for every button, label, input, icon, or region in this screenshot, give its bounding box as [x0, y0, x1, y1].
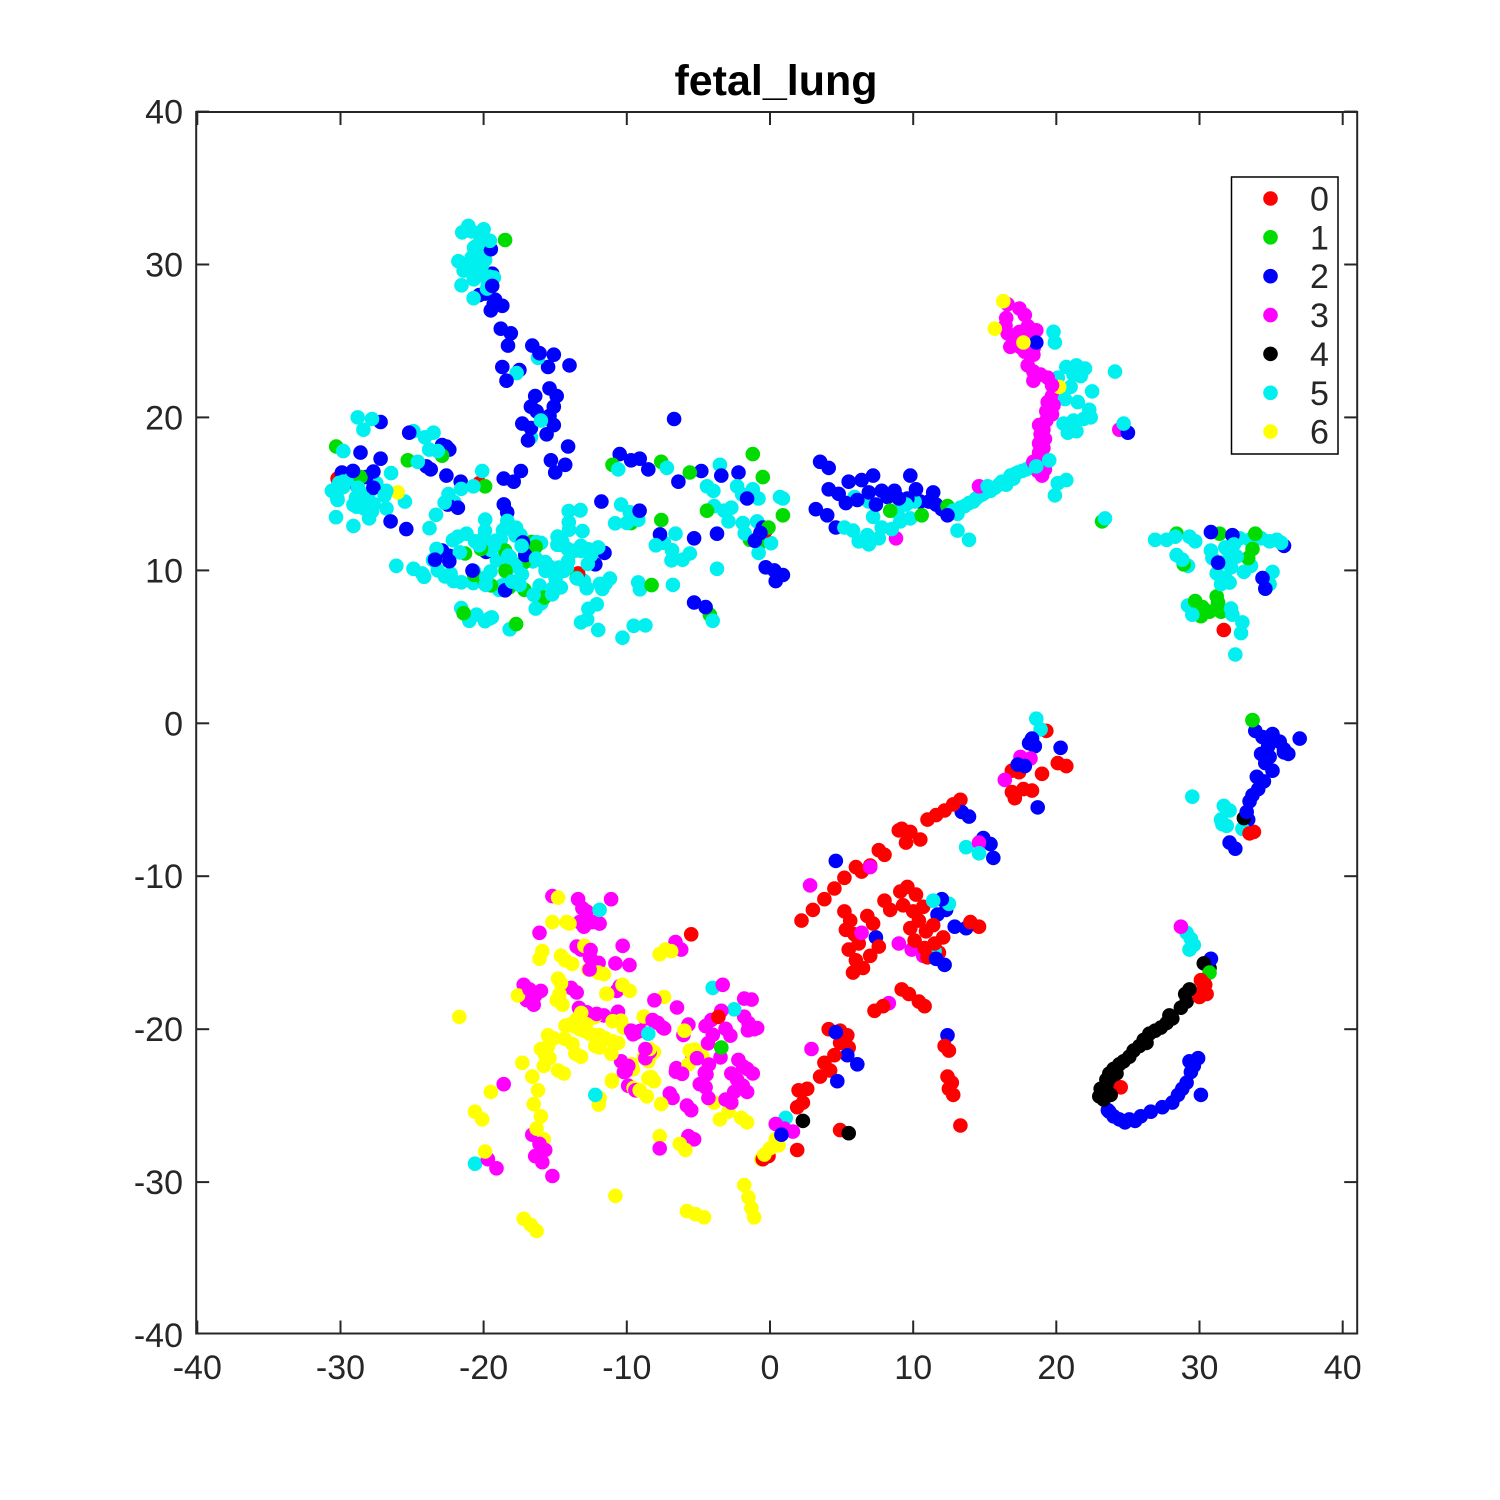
svg-text:-30: -30 [316, 1349, 365, 1387]
svg-text:40: 40 [1324, 1349, 1362, 1387]
svg-text:-10: -10 [134, 858, 183, 896]
svg-text:5: 5 [1310, 375, 1329, 413]
svg-text:10: 10 [894, 1349, 932, 1387]
svg-text:20: 20 [145, 399, 183, 437]
svg-text:fetal_lung: fetal_lung [674, 57, 877, 105]
svg-text:-20: -20 [459, 1349, 508, 1387]
svg-text:0: 0 [164, 705, 183, 743]
svg-text:3: 3 [1310, 297, 1329, 335]
svg-text:40: 40 [145, 94, 183, 132]
svg-text:-30: -30 [134, 1164, 183, 1202]
svg-text:10: 10 [145, 552, 183, 590]
svg-text:0: 0 [1310, 181, 1329, 219]
svg-text:0: 0 [761, 1349, 780, 1387]
svg-text:30: 30 [145, 247, 183, 285]
svg-text:6: 6 [1310, 414, 1329, 452]
svg-text:-10: -10 [602, 1349, 651, 1387]
svg-text:-40: -40 [173, 1349, 222, 1387]
svg-text:20: 20 [1037, 1349, 1075, 1387]
svg-text:-40: -40 [134, 1317, 183, 1355]
svg-text:2: 2 [1310, 258, 1329, 296]
svg-text:30: 30 [1181, 1349, 1219, 1387]
svg-text:4: 4 [1310, 336, 1329, 374]
svg-text:-20: -20 [134, 1011, 183, 1049]
svg-text:1: 1 [1310, 219, 1329, 257]
